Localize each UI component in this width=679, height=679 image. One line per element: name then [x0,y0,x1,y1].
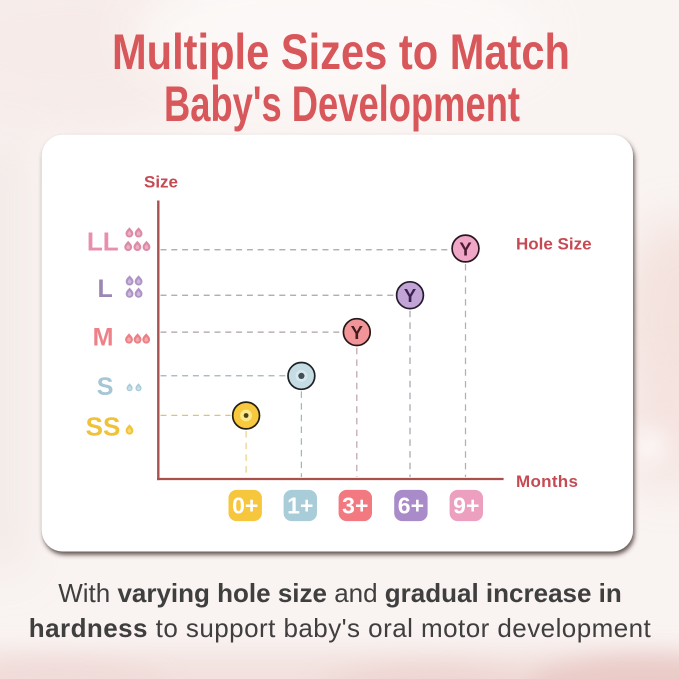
svg-text:Y: Y [404,285,417,306]
svg-text:S: S [97,373,114,401]
svg-text:LL: LL [87,226,119,256]
svg-text:Hole Size: Hole Size [516,234,592,253]
svg-text:6+: 6+ [398,493,424,519]
svg-text:Y: Y [459,238,472,259]
svg-text:L: L [97,275,112,303]
svg-text:Baby's Development: Baby's Development [164,76,520,132]
svg-text:With varying hole size and gra: With varying hole size and gradual incre… [58,578,622,608]
svg-text:Multiple Sizes to Match: Multiple Sizes to Match [112,24,570,80]
svg-text:1+: 1+ [287,493,313,519]
svg-text:3+: 3+ [342,493,368,519]
svg-text:SS: SS [86,411,121,441]
svg-text:M: M [93,324,114,352]
svg-text:Size: Size [144,173,178,192]
svg-text:Y: Y [351,322,364,343]
svg-text:hardness to support baby's ora: hardness to support baby's oral motor de… [29,613,652,643]
svg-text:9+: 9+ [453,493,479,519]
svg-text:Months: Months [516,472,578,491]
svg-text:0+: 0+ [232,493,258,519]
